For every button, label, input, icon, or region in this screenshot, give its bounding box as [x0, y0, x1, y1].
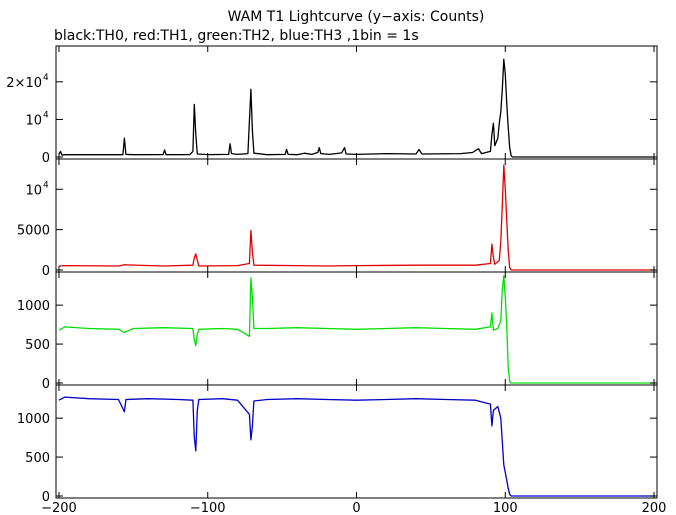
y-tick-label: 0: [42, 490, 50, 505]
y-tick-label: 1000: [17, 412, 50, 427]
y-tick-label: 2×10: [6, 76, 42, 91]
y-tick-label: 0: [42, 151, 50, 166]
x-tick-label: 200: [642, 501, 667, 515]
series-line-panel-4: [58, 396, 654, 497]
y-tick-exponent: 4: [43, 180, 49, 190]
panel-3: 0 500 1000: [17, 271, 658, 392]
series-line-panel-3: [58, 274, 654, 384]
chart-subtitle: black:TH0, red:TH1, green:TH2, blue:TH3 …: [54, 28, 419, 44]
y-tick-label: 500: [25, 451, 50, 466]
y-tick-label: 500: [25, 338, 50, 353]
x-tick-label: −200: [41, 501, 77, 515]
panel-4: 0 500 1000: [17, 384, 658, 505]
y-tick-label: 0: [42, 377, 50, 392]
y-tick-label: 10: [25, 113, 42, 128]
y-tick-label: 10: [25, 183, 42, 198]
x-tick-label: −100: [190, 501, 226, 515]
x-axis: −200 −100 0 100 200: [41, 501, 666, 515]
series-line-panel-1: [58, 58, 654, 158]
y-tick-exponent: 4: [43, 73, 49, 83]
y-tick-label: 5000: [17, 224, 50, 239]
x-tick-label: 100: [493, 501, 518, 515]
y-tick-label: 1000: [17, 299, 50, 314]
series-line-panel-2: [58, 164, 654, 271]
chart-title: WAM T1 Lightcurve (y−axis: Counts): [228, 9, 485, 25]
y-tick-label: 0: [42, 264, 50, 279]
x-tick-label: 0: [352, 501, 360, 515]
y-tick-exponent: 4: [43, 110, 49, 120]
